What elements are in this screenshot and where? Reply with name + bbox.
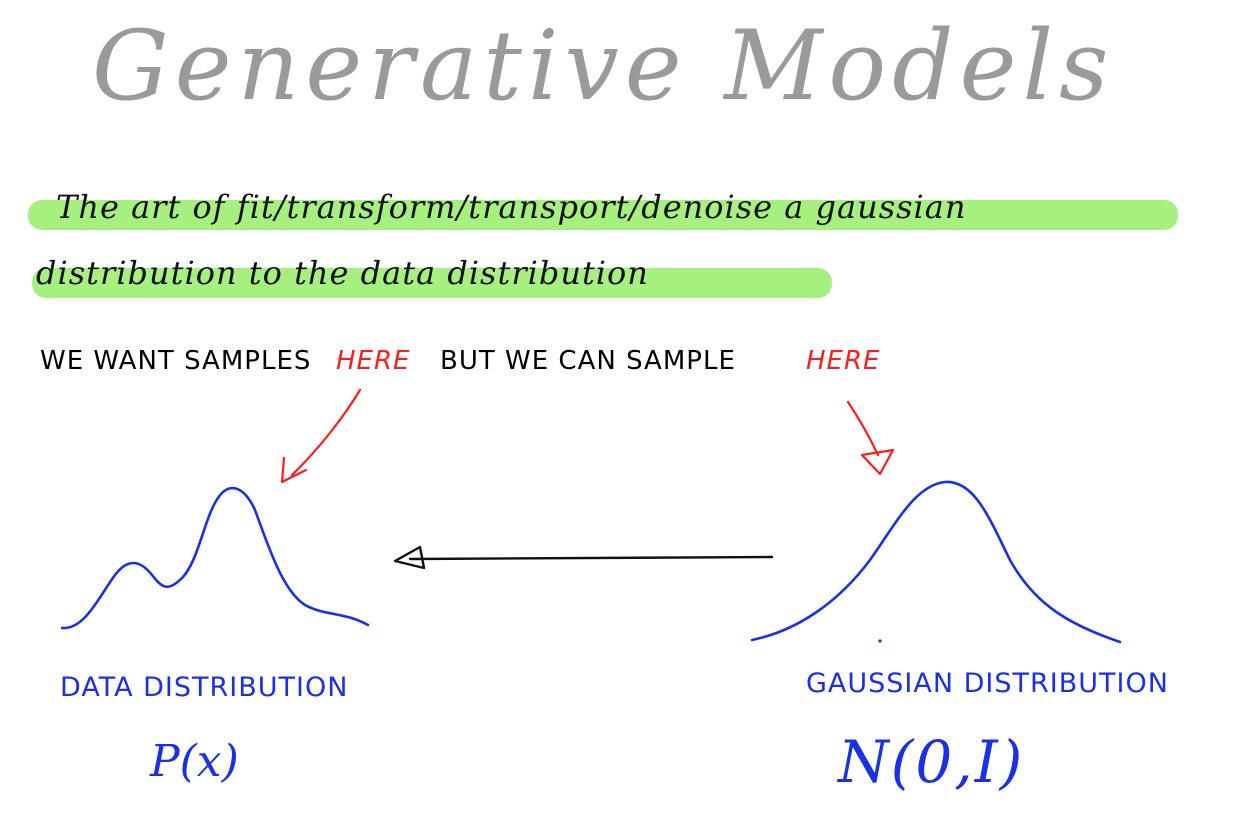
red-arrow-left-shaft	[290, 388, 362, 477]
red-arrow-left-head	[280, 456, 308, 484]
stray-dot	[878, 639, 882, 643]
samples-here-1: HERE	[336, 346, 411, 376]
transform-arrow-shaft	[408, 555, 774, 561]
gaussian-distribution-label: GAUSSIAN DISTRIBUTION	[806, 668, 1169, 699]
data-distribution-formula: P(x)	[150, 736, 239, 787]
highlight-band-2	[32, 268, 832, 298]
page-title: Generative Models	[92, 10, 1115, 122]
gaussian-distribution-formula: N(0,I)	[838, 728, 1025, 796]
highlighted-definition-line-2: distribution to the data distribution	[36, 254, 649, 292]
samples-text-part-2: BUT WE CAN SAMPLE	[440, 346, 736, 376]
highlight-band-1	[28, 200, 1178, 230]
data-distribution-label: DATA DISTRIBUTION	[60, 672, 349, 703]
transform-arrow-head	[393, 545, 426, 570]
data-distribution-curve	[60, 486, 370, 630]
samples-text-part-1: WE WANT SAMPLES	[40, 346, 312, 376]
red-arrow-right-shaft	[846, 400, 880, 457]
samples-here-2: HERE	[806, 346, 881, 376]
red-arrow-right-head	[860, 448, 895, 476]
highlighted-definition-line-1: The art of fit/transform/transport/denoi…	[56, 188, 967, 226]
gaussian-distribution-curve	[750, 480, 1122, 644]
